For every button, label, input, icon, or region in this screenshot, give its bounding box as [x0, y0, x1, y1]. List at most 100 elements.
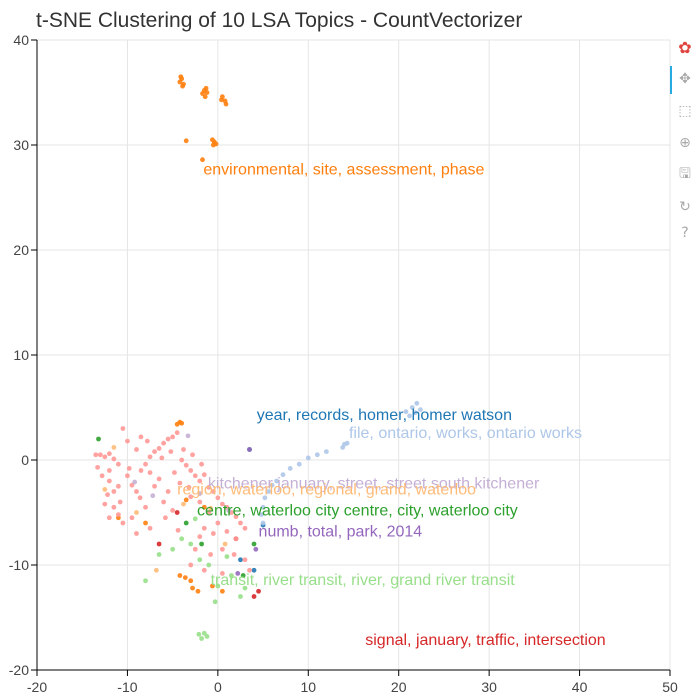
- scatter-point: [143, 578, 148, 584]
- scatter-point: [106, 451, 112, 457]
- scatter-point: [210, 583, 215, 589]
- scatter-point: [233, 514, 239, 520]
- scatter-point: [102, 487, 108, 492]
- scatter-point: [204, 634, 210, 639]
- scatter-point: [242, 557, 248, 563]
- scatter-point: [144, 438, 150, 444]
- scatter-point: [161, 499, 167, 505]
- scatter-point: [126, 466, 132, 471]
- axes: -20 -10 0 10 20 30 40 50 -20 -10 0 10 20 30 40: [9, 32, 678, 695]
- scatter-point: [134, 510, 139, 515]
- scatter-point: [156, 541, 162, 547]
- scatter-point: [219, 501, 225, 507]
- scatter-point: [412, 410, 418, 416]
- scatter-point: [93, 452, 99, 458]
- cluster-label: region, waterloo, regional, grand, water…: [177, 482, 476, 499]
- scatter-point: [111, 456, 117, 462]
- scatter-point: [156, 552, 162, 557]
- scatter-point: [172, 470, 177, 475]
- scatter-point: [181, 447, 186, 452]
- scatter-point: [188, 468, 194, 473]
- scatter-point: [266, 489, 271, 494]
- scatter-point: [223, 101, 229, 107]
- scatter-point: [125, 473, 130, 479]
- scatter-point: [125, 438, 130, 444]
- wheel-zoom-tool-icon[interactable]: ⊕: [679, 135, 691, 151]
- scatter-point: [274, 478, 280, 484]
- scatter-point: [203, 85, 209, 91]
- scatter-point: [111, 445, 117, 450]
- scatter-point: [196, 631, 202, 637]
- scatter-point: [409, 405, 415, 410]
- scatter-point: [403, 409, 409, 415]
- scatter-point: [219, 97, 224, 103]
- x-tick-label: -10: [117, 679, 137, 695]
- scatter-point: [210, 137, 215, 143]
- scatter-point: [170, 546, 176, 552]
- scatter-point: [200, 91, 205, 96]
- scatter-point: [224, 529, 230, 534]
- reset-tool-icon[interactable]: ↻: [679, 199, 691, 215]
- scatter-point: [238, 557, 243, 563]
- scatter-point: [262, 495, 268, 501]
- scatter-point: [185, 433, 191, 439]
- scatter-point: [183, 138, 189, 144]
- scatter-point: [134, 489, 139, 494]
- save-tool-icon[interactable]: 🖫: [679, 166, 691, 182]
- scatter-point: [147, 525, 153, 531]
- scatter-point: [190, 452, 195, 458]
- x-tick-label: 50: [662, 679, 678, 695]
- x-tick-label: -20: [27, 679, 47, 695]
- scatter-point: [177, 573, 183, 578]
- scatter-point: [188, 494, 194, 500]
- scatter-point: [152, 449, 157, 454]
- scatter-point: [134, 531, 139, 536]
- cluster-label: numb, total, park, 2014: [259, 524, 423, 541]
- scatter-point: [165, 436, 171, 442]
- scatter-point: [96, 436, 101, 442]
- grid-lines: [36, 39, 671, 671]
- scatter-point: [138, 468, 144, 473]
- scatter-point: [179, 536, 185, 542]
- scatter-point: [224, 554, 230, 559]
- scatter-point: [287, 466, 293, 471]
- help-tool-icon[interactable]: ?: [681, 225, 689, 241]
- scatter-point: [188, 562, 194, 568]
- scatter-point: [418, 407, 423, 412]
- scatter-point: [174, 510, 180, 515]
- y-tick-label: -20: [9, 662, 29, 678]
- bokeh-logo-icon: ✿: [678, 37, 692, 57]
- scatter-point: [201, 525, 207, 531]
- scatter-point: [215, 495, 221, 501]
- scatter-point: [137, 495, 143, 501]
- scatter-point: [192, 473, 198, 479]
- scatter-point: [197, 478, 203, 484]
- scatter-point: [206, 510, 212, 515]
- scatter-point: [235, 571, 241, 576]
- scatter-point: [258, 512, 264, 517]
- scatter-point: [296, 461, 302, 467]
- scatter-point: [314, 452, 320, 458]
- pan-tool-icon[interactable]: ✥: [679, 71, 691, 87]
- scatter-point: [106, 478, 112, 484]
- scatter-point: [251, 567, 257, 573]
- cluster-label: year, records, homer, homer watson: [257, 407, 512, 424]
- scatter-points: [93, 74, 423, 641]
- scatter-point: [210, 142, 216, 148]
- scatter-point: [247, 567, 252, 573]
- scatter-point: [197, 491, 203, 496]
- cluster-label: environmental, site, assessment, phase: [203, 161, 484, 178]
- scatter-point: [208, 552, 214, 557]
- scatter-point: [120, 520, 126, 526]
- scatter-point: [120, 426, 126, 431]
- scatter-point: [115, 461, 121, 467]
- cluster-label: transit, river transit, river, grand riv…: [211, 572, 516, 589]
- scatter-point: [212, 599, 218, 605]
- scatter-point: [251, 594, 257, 599]
- scatter-point: [247, 447, 252, 452]
- scatter-point: [180, 83, 185, 89]
- box-zoom-tool-icon[interactable]: ⬚: [678, 103, 692, 119]
- scatter-point: [344, 440, 350, 446]
- scatter-point: [192, 546, 198, 552]
